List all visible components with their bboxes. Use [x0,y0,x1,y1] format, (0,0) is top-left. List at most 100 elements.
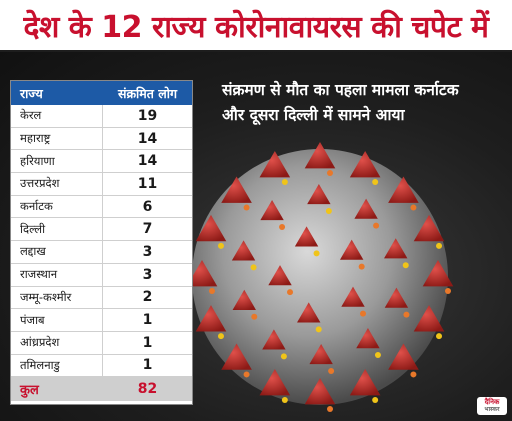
spike-protein [262,329,286,350]
column-header-infected: संक्रमित लोग [118,85,177,101]
state-name: उत्तरप्रदेश [11,173,103,195]
subheadline-line1: संक्रमण से मौत का पहला मामला कर्नाटक [222,81,459,99]
state-name: लद्दाख [11,241,103,263]
spike-protein [195,214,227,242]
subheadline: संक्रमण से मौत का पहला मामला कर्नाटक और … [222,78,508,128]
spike-protein [259,150,291,178]
protein-dot [445,288,451,294]
spike-protein [413,305,445,332]
protein-dot [209,288,215,294]
protein-dot [372,397,379,404]
state-name: तमिलनाडु [11,354,103,377]
state-name: राजस्थान [11,263,103,286]
spike-protein [354,198,378,219]
divider [0,50,512,52]
state-name: आंध्रप्रदेश [11,331,103,354]
table-row: दिल्ली 7 [11,218,192,242]
protein-dot [251,313,258,320]
spike-protein [384,287,409,308]
case-count: 6 [142,198,153,215]
protein-dot [281,178,288,185]
cases-table: राज्य संक्रमित लोग केरल 19 महाराष्ट्र 14 ह… [10,80,193,405]
spike-protein [260,199,284,221]
state-name: पंजाब [11,309,103,331]
spike-protein [297,302,321,323]
total-count: 82 [137,381,158,398]
spike-protein [356,328,380,349]
protein-dot [328,367,335,374]
table-row: उत्तरप्रदेश 11 [11,173,192,196]
logo-line1: दैनिक [484,398,500,406]
subheadline-line2: और दूसरा दिल्ली में सामने आया [222,106,405,124]
spike-protein [186,260,218,287]
case-count: 11 [137,175,158,192]
protein-dot [410,204,417,211]
table-row: पंजाब 1 [11,309,192,332]
protein-dot [281,397,288,404]
case-count: 1 [142,312,153,329]
protein-dot [372,178,379,185]
protein-dot [373,222,380,229]
protein-dot [436,333,443,340]
table-row: हरियाणा 14 [11,150,192,174]
spike-protein [231,240,256,261]
spike-protein [221,176,252,203]
state-name: महाराष्ट्र [11,127,103,150]
spike-protein [388,343,419,370]
case-count: 14 [137,130,158,147]
spike-protein [339,239,364,260]
table-row: राजस्थान 3 [11,263,192,287]
protein-dot [327,406,333,412]
table-row: जम्मू-कश्मीर 2 [11,286,192,310]
spike-protein [294,226,319,247]
spike-protein [304,378,336,405]
total-row: कुल 82 [11,377,192,402]
spike-protein [341,286,365,307]
table-row: केरल 19 [11,105,192,128]
protein-dot [287,289,294,296]
state-name: कर्नाटक [11,195,103,218]
protein-dot [243,371,250,378]
protein-dot [325,208,332,215]
publisher-logo: दैनिक भास्कर [477,397,507,415]
state-name: केरल [11,105,103,127]
spike-protein [309,343,333,365]
table-row: महाराष्ट्र 14 [11,127,192,151]
protein-dot [280,353,287,360]
case-count: 3 [142,243,153,260]
spike-protein [259,369,291,396]
protein-dot [402,262,409,269]
protein-dot [360,310,367,317]
spike-protein [221,343,252,370]
state-name: जम्मू-कश्मीर [11,286,103,309]
coronavirus-illustration [186,142,454,412]
protein-dot [217,333,224,340]
protein-dot [217,242,224,249]
protein-dot [243,204,250,211]
protein-dot [410,371,417,378]
protein-dot [436,242,443,249]
spike-protein [349,369,381,396]
headline: देश के 12 राज्य कोरोनावायरस की चपेट में [0,0,512,50]
case-count: 3 [142,266,153,283]
protein-dot [374,352,381,359]
graphic-area: संक्रमण से मौत का पहला मामला कर्नाटक और … [0,52,512,421]
table-header: राज्य संक्रमित लोग [11,81,192,105]
spike-protein [232,289,256,310]
case-count: 14 [137,153,158,170]
table-row: तमिलनाडु 1 [11,354,192,378]
state-name: हरियाणा [11,150,103,173]
spike-protein [304,142,336,169]
case-count: 1 [142,334,153,351]
spike-protein [413,214,445,242]
spike-protein [307,184,331,205]
table-row: लद्दाख 3 [11,241,192,264]
spike-protein [349,150,381,178]
column-header-state: राज्य [20,85,43,101]
state-name: दिल्ली [11,218,103,241]
spike-protein [195,305,227,332]
case-count: 7 [142,221,153,238]
protein-dot [313,250,320,257]
case-count: 2 [142,289,153,306]
protein-dot [358,263,365,270]
